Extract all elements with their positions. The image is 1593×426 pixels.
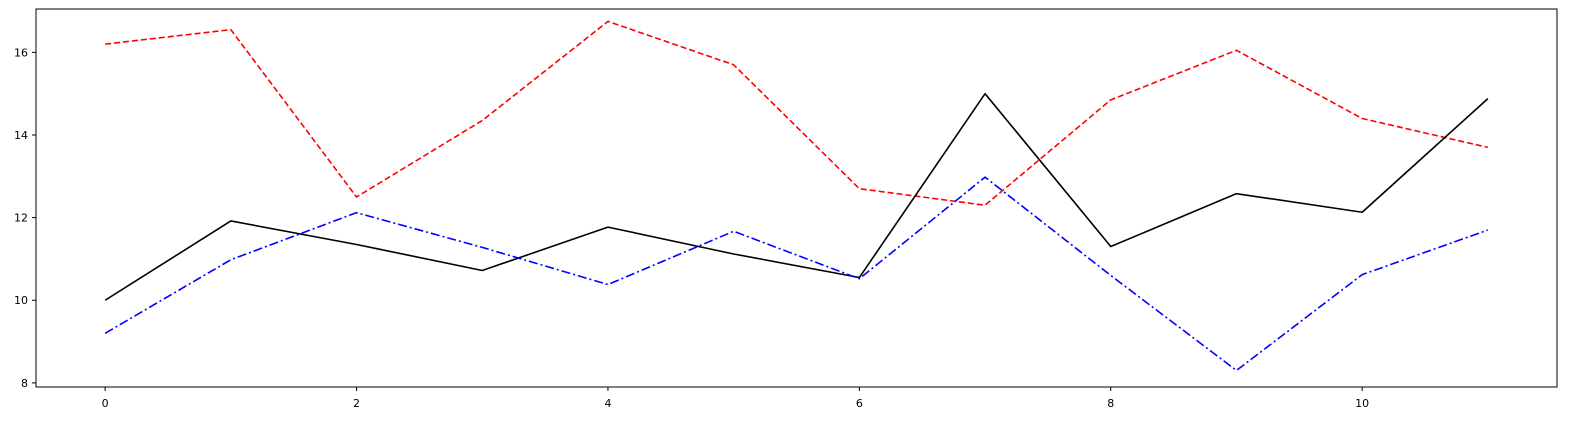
x-tick-label: 8	[1107, 397, 1114, 410]
y-tick-label: 16	[14, 46, 28, 59]
series-line-black-solid	[104, 92, 1489, 301]
x-tick-label: 10	[1355, 397, 1369, 410]
y-tick-label: 12	[14, 212, 28, 225]
series-line-blue-dashdot	[104, 176, 1489, 372]
x-tick-label: 4	[604, 397, 611, 410]
y-tick-label: 14	[14, 129, 28, 142]
series-layer	[104, 20, 1489, 372]
series-line-red-dashed	[105, 20, 1489, 207]
x-tick-label: 0	[102, 397, 109, 410]
x-tick-label: 6	[856, 397, 863, 410]
x-tick-label: 2	[353, 397, 360, 410]
x-axis: 0 2 4 6 8 10	[102, 387, 1369, 410]
y-axis: 8 10 12 14 16	[14, 46, 36, 390]
y-tick-label: 8	[21, 377, 28, 390]
plot-area-frame	[35, 8, 1558, 388]
y-tick-label: 10	[14, 294, 28, 307]
